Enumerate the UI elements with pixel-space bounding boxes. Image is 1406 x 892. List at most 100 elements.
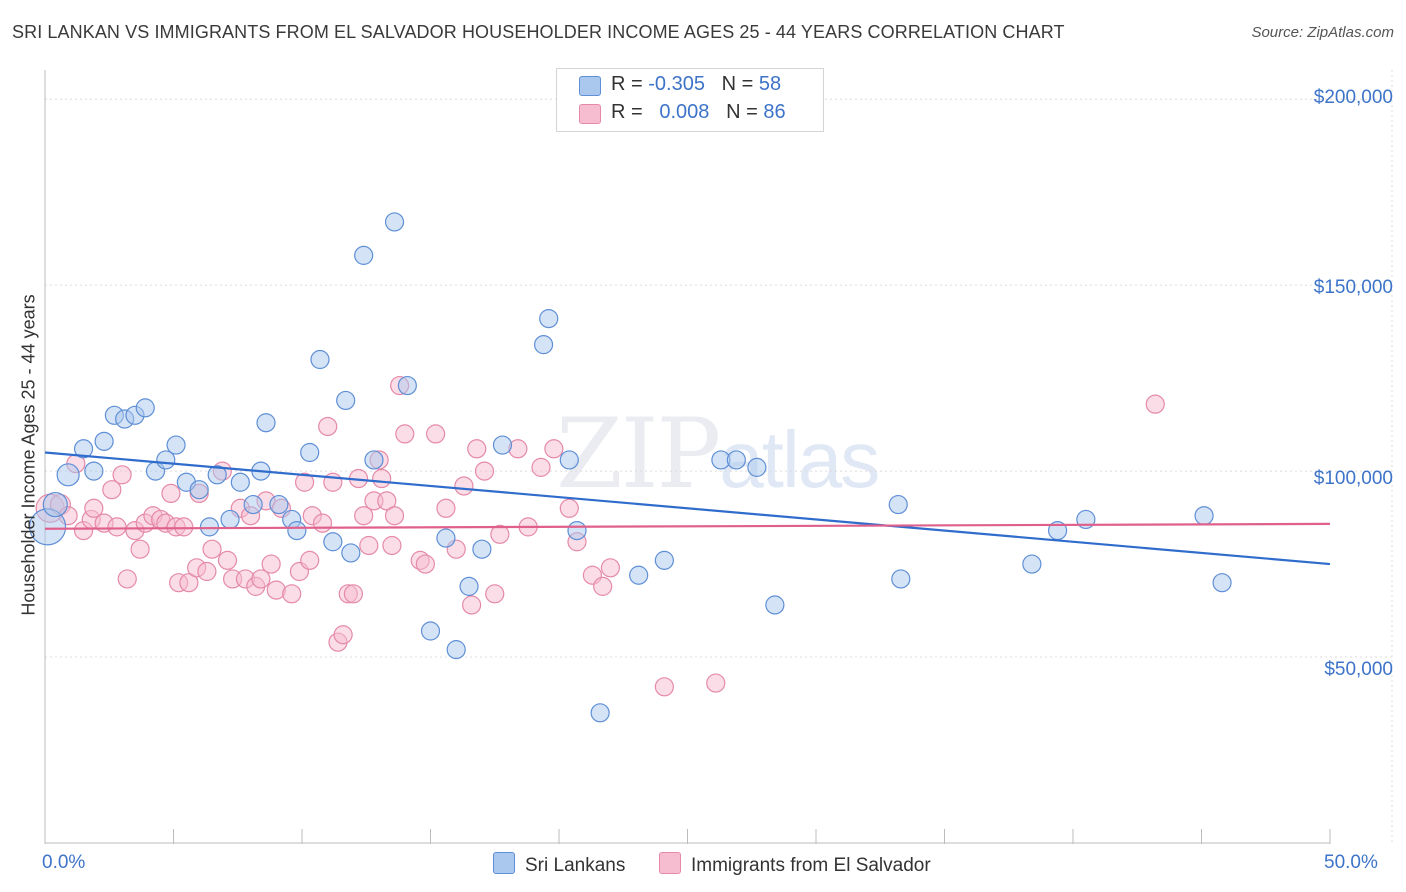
point-sri-lankans — [1194, 506, 1214, 526]
watermark: ZIPatlas — [556, 398, 880, 510]
point-sri-lankans — [891, 569, 911, 589]
legend-n-label: N = — [721, 73, 754, 95]
series-el-salvador-points — [35, 375, 1165, 697]
point-el-salvador — [117, 569, 137, 589]
point-el-salvador — [531, 457, 551, 477]
gridlines — [45, 70, 1393, 843]
point-el-salvador — [490, 524, 510, 544]
point-el-salvador — [454, 476, 474, 496]
point-el-salvador — [436, 498, 456, 518]
point-sri-lankans — [559, 450, 579, 470]
point-sri-lankans — [199, 517, 220, 537]
y-tick-label-50000: $50,000 — [1324, 659, 1393, 680]
point-el-salvador — [395, 424, 415, 444]
point-el-salvador — [102, 480, 122, 500]
legend-n-value: 86 — [763, 101, 786, 123]
point-el-salvador — [197, 561, 217, 582]
point-el-salvador — [467, 439, 487, 459]
legend-r-value: 0.008 — [659, 101, 710, 123]
y-axis-label: Householder Income Ages 25 - 44 years — [18, 294, 39, 616]
point-sri-lankans — [567, 520, 587, 541]
point-sri-lankans — [243, 494, 263, 515]
point-sri-lankans — [287, 520, 307, 541]
point-el-salvador — [300, 550, 320, 570]
point-el-salvador — [600, 558, 621, 578]
point-sri-lankans — [56, 463, 80, 487]
point-sri-lankans — [629, 565, 649, 585]
point-sri-lankans — [230, 472, 250, 492]
point-sri-lankans — [459, 576, 479, 596]
point-sri-lankans — [135, 398, 155, 418]
point-sri-lankans — [220, 509, 240, 530]
x-tick-label-min: 0.0% — [42, 852, 86, 873]
point-el-salvador — [485, 584, 505, 604]
point-el-salvador — [384, 506, 405, 526]
point-sri-lankans — [888, 494, 908, 515]
point-el-salvador — [1145, 394, 1165, 414]
point-el-salvador — [559, 498, 579, 518]
point-sri-lankans — [384, 212, 405, 232]
point-el-salvador — [415, 554, 435, 574]
point-sri-lankans — [166, 435, 186, 455]
point-sri-lankans — [492, 435, 513, 455]
point-el-salvador — [426, 424, 446, 444]
point-el-salvador — [107, 517, 127, 537]
legend-item-el-salvador: Immigrants from El Salvador — [659, 852, 931, 877]
legend-n-label: N = — [726, 101, 758, 123]
watermark-atlas: atlas — [719, 415, 880, 504]
point-sri-lankans — [590, 703, 610, 723]
legend-label: Immigrants from El Salvador — [691, 855, 931, 876]
point-el-salvador — [251, 569, 271, 589]
point-sri-lankans — [73, 439, 94, 459]
point-el-salvador — [462, 595, 482, 615]
point-el-salvador — [312, 513, 333, 533]
point-sri-lankans — [533, 335, 554, 355]
y-tick-label-100000: $100,000 — [1313, 468, 1393, 489]
point-el-salvador — [593, 576, 613, 596]
point-el-salvador — [474, 461, 495, 481]
point-el-salvador — [261, 554, 281, 574]
point-sri-lankans — [446, 640, 466, 660]
point-el-salvador — [174, 517, 194, 537]
legend-r-label: R = — [611, 73, 643, 95]
point-sri-lankans — [364, 450, 384, 470]
trend-lines — [44, 451, 1331, 566]
legend-swatch-pink — [659, 852, 681, 874]
point-sri-lankans — [354, 245, 374, 265]
point-sri-lankans — [539, 309, 559, 329]
point-sri-lankans — [397, 375, 417, 396]
point-sri-lankans — [310, 349, 330, 370]
point-el-salvador — [282, 584, 302, 604]
point-el-salvador — [179, 573, 199, 593]
trendline-sri-lankans — [44, 451, 1331, 566]
point-sri-lankans — [336, 390, 356, 411]
point-sri-lankans — [472, 539, 492, 559]
point-sri-lankans — [436, 528, 456, 548]
point-el-salvador — [333, 625, 353, 645]
x-tick-label-max: 50.0% — [1324, 852, 1378, 873]
point-el-salvador — [377, 491, 397, 511]
point-sri-lankans — [654, 550, 674, 570]
chart-source: Source: ZipAtlas.com — [1251, 24, 1394, 41]
point-el-salvador — [130, 539, 150, 559]
point-sri-lankans — [341, 543, 361, 563]
point-sri-lankans — [207, 465, 227, 485]
point-el-salvador — [161, 483, 181, 504]
point-sri-lankans — [94, 431, 114, 451]
point-sri-lankans — [1022, 554, 1042, 574]
point-el-salvador — [372, 468, 392, 489]
point-el-salvador — [202, 539, 222, 559]
legend-label: Sri Lankans — [525, 855, 626, 876]
point-el-salvador — [706, 673, 726, 693]
series-sri-lankans-points — [28, 212, 1232, 723]
point-el-salvador — [84, 498, 104, 518]
legend-r-label: R = — [611, 101, 643, 123]
legend-swatch-pink — [579, 104, 601, 124]
y-tick-label-150000: $150,000 — [1313, 277, 1393, 298]
point-el-salvador — [354, 506, 374, 526]
legend-r-value: -0.305 — [648, 73, 705, 95]
chart-title: SRI LANKAN VS IMMIGRANTS FROM EL SALVADO… — [12, 22, 1065, 42]
point-sri-lankans — [269, 494, 289, 515]
point-sri-lankans — [300, 442, 320, 463]
